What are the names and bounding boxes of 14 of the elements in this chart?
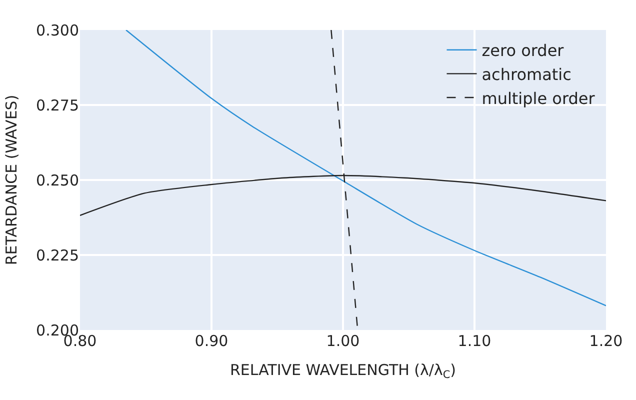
y-tick-label: 0.225 — [36, 246, 79, 264]
y-axis-title: RETARDANCE (WAVES) — [2, 94, 20, 266]
y-tick-label: 0.275 — [36, 96, 79, 114]
y-tick-label: 0.300 — [36, 21, 79, 40]
x-tick-label: 1.00 — [326, 332, 360, 350]
x-axis-title: RELATIVE WAVELENGTH (λ/λ$_{C}$) — [230, 361, 456, 382]
x-tick-label: 1.10 — [458, 332, 492, 350]
legend-label: achromatic — [482, 64, 572, 84]
x-tick-label: 1.20 — [589, 332, 623, 350]
y-tick-label: 0.250 — [36, 171, 79, 190]
line-series — [125, 30, 606, 306]
x-tick-label: 0.90 — [194, 332, 228, 350]
legend-label: multiple order — [482, 88, 596, 108]
legend-label: zero order — [482, 41, 564, 60]
